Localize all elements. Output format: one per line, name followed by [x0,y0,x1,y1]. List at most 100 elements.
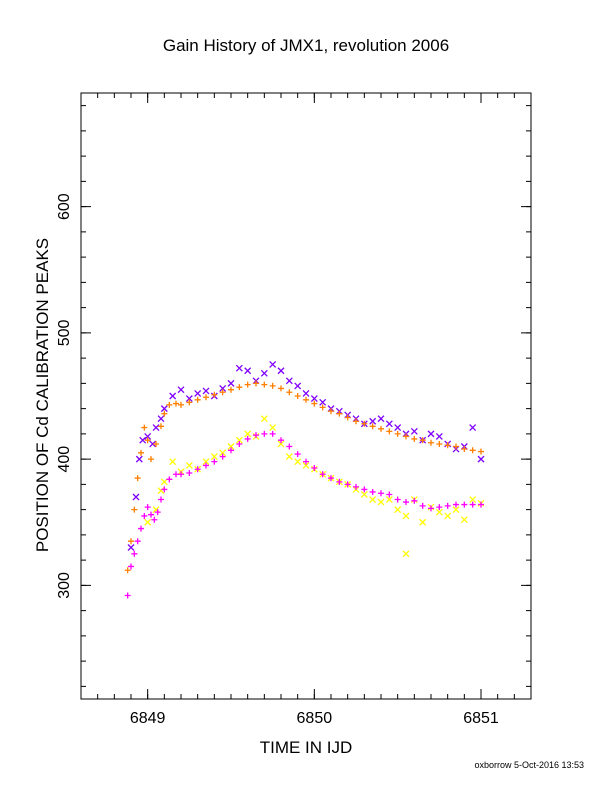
data-point [361,486,368,493]
data-point [394,430,401,437]
data-point [269,430,276,437]
data-point [158,496,164,503]
data-point [369,488,376,495]
data-point [161,410,168,417]
data-point [386,491,393,498]
data-point [427,430,435,438]
data-point [469,496,477,503]
chart-title: Gain History of JMX1, revolution 2006 [163,36,449,55]
data-point [124,567,131,574]
data-point [139,436,147,444]
data-point [178,401,184,408]
data-point [253,432,259,439]
data-point [169,392,177,400]
data-point [428,439,434,446]
data-point [453,501,459,508]
data-point [444,502,451,509]
data-point [160,405,168,413]
data-point [436,440,443,447]
y-tick-label: 600 [56,193,73,220]
data-point [132,493,140,501]
y-axis-label: POSITION OF Cd CALIBRATION PEAKS [33,238,52,552]
data-point [158,423,164,430]
data-point [219,389,226,396]
data-point [385,496,393,503]
data-point [178,471,184,478]
data-point [127,544,135,551]
data-point [477,455,485,463]
y-tick-label: 300 [56,572,73,599]
data-point [294,382,302,390]
data-point [236,440,243,447]
data-point [277,367,285,375]
data-point [227,443,235,450]
data-point [141,424,148,431]
data-point [436,504,443,511]
data-point [419,502,426,509]
data-point [202,387,210,395]
data-point [302,461,310,469]
data-point [278,437,284,444]
data-point [149,440,157,448]
data-point [134,475,141,482]
data-point [303,396,309,403]
data-point [428,505,434,512]
data-point [161,486,168,493]
data-point [344,414,351,421]
data-point [166,476,173,483]
data-point [394,424,402,432]
data-point [369,423,376,430]
data-point [310,395,318,402]
data-point [219,384,227,392]
data-point [377,415,385,423]
data-point [128,538,134,545]
data-point [277,440,285,448]
data-point [444,442,451,449]
data-point [185,395,193,402]
data-point [385,420,393,428]
data-point [219,453,226,460]
data-point [319,404,326,411]
data-point [244,381,251,388]
data-point [319,398,327,406]
data-point [144,504,151,511]
data-point [419,518,427,526]
data-point [452,506,460,514]
data-point [244,367,252,375]
data-point [261,381,268,388]
data-point [235,436,243,444]
data-point [435,432,443,440]
data-point [319,471,326,478]
data-point [294,458,302,466]
data-point [186,399,193,406]
data-point [402,550,410,558]
data-point [148,511,154,518]
data-point [138,525,144,532]
data-point [253,380,259,387]
data-point [269,424,277,432]
data-point [377,498,385,506]
series-0 [127,360,485,551]
data-point [131,550,138,557]
data-point [303,458,309,465]
data-point [469,424,477,432]
data-point [286,443,293,450]
data-point [410,427,418,435]
data-point [173,400,179,407]
data-point [219,449,227,457]
data-point [144,432,152,440]
data-point [435,508,443,516]
data-point [185,461,193,469]
data-point [244,430,252,438]
y-tick-label: 500 [56,319,73,346]
data-point [353,483,359,490]
data-point [211,458,218,465]
data-point [235,364,243,372]
data-point [336,478,343,485]
data-point [336,410,343,417]
data-point [453,443,459,450]
data-point [141,512,148,519]
data-point [460,516,468,524]
data-point [202,458,210,466]
data-point [419,437,426,444]
